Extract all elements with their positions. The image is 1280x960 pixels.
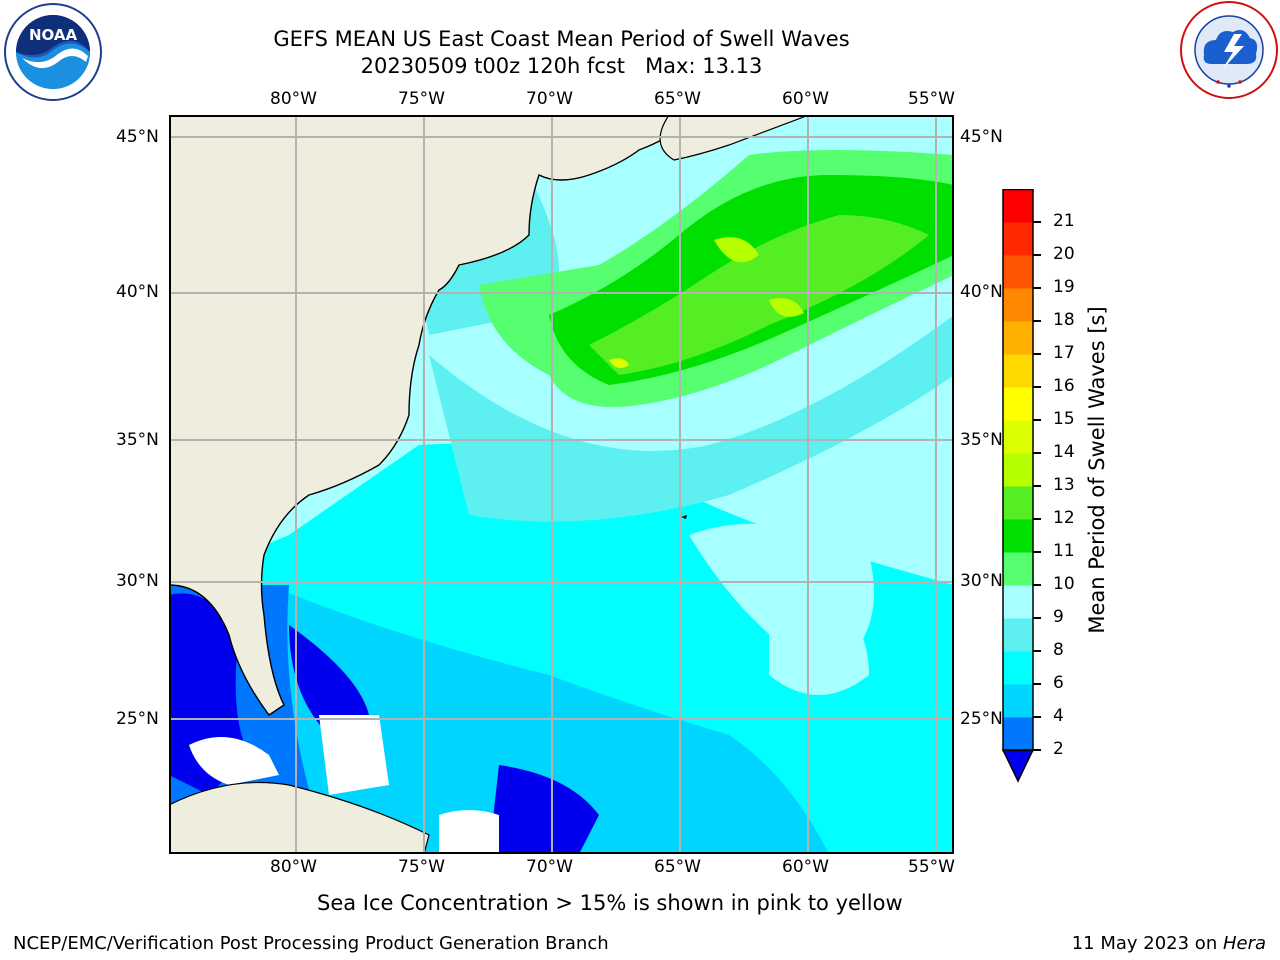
lon-label-bottom-70w: 70°W xyxy=(526,857,573,877)
lat-label-right-40n: 40°N xyxy=(960,282,1003,302)
colorbar-bin xyxy=(1003,618,1033,652)
colorbar-bin xyxy=(1003,420,1033,454)
lon-label-top-55w: 55°W xyxy=(908,89,955,109)
colorbar-bin xyxy=(1003,684,1033,718)
lat-label-left-40n: 40°N xyxy=(116,282,159,302)
colorbar-tick-label: 9 xyxy=(1053,607,1064,627)
colorbar-tick-label: 14 xyxy=(1053,442,1075,462)
colorbar-tick-mark xyxy=(1033,683,1041,685)
colorbar-bin xyxy=(1003,585,1033,619)
lon-label-top-75w: 75°W xyxy=(398,89,445,109)
colorbar-bin xyxy=(1003,453,1033,487)
colorbar-tick-label: 8 xyxy=(1053,640,1064,660)
colorbar-tick-label: 2 xyxy=(1053,739,1064,759)
colorbar-bin xyxy=(1003,651,1033,685)
colorbar-tick-mark xyxy=(1033,419,1041,421)
colorbar-tick-mark xyxy=(1033,386,1041,388)
lat-label-right-30n: 30°N xyxy=(960,571,1003,591)
lon-label-bottom-75w: 75°W xyxy=(398,857,445,877)
footer-machine: Hera xyxy=(1222,933,1266,954)
colorbar-tick-mark xyxy=(1033,716,1041,718)
colorbar-tick-mark xyxy=(1033,749,1041,751)
colorbar-bin xyxy=(1003,288,1033,322)
lon-label-top-80w: 80°W xyxy=(270,89,317,109)
noaa-logo: NOAA xyxy=(2,2,104,102)
colorbar-tick-label: 19 xyxy=(1053,277,1075,297)
colorbar-tick-label: 10 xyxy=(1053,574,1075,594)
lon-label-top-65w: 65°W xyxy=(654,89,701,109)
title-line-2: 20230509 t00z 120h fcst Max: 13.13 xyxy=(360,54,763,78)
colorbar-bin xyxy=(1003,717,1033,751)
colorbar-bin xyxy=(1003,255,1033,289)
lat-label-right-45n: 45°N xyxy=(960,127,1003,147)
lon-label-top-60w: 60°W xyxy=(782,89,829,109)
colorbar-outline xyxy=(1002,189,1034,752)
colorbar-bin xyxy=(1003,552,1033,586)
lat-label-left-35n: 35°N xyxy=(116,430,159,450)
footer-date: 11 May 2023 on Hera xyxy=(1072,933,1266,954)
nws-logo xyxy=(1178,0,1280,100)
colorbar-tick-label: 15 xyxy=(1053,409,1075,429)
colorbar-tick-mark xyxy=(1033,452,1041,454)
lat-label-left-25n: 25°N xyxy=(116,709,159,729)
colorbar-tick-label: 4 xyxy=(1053,706,1064,726)
colorbar-tick-label: 21 xyxy=(1053,211,1075,231)
noaa-logo-text: NOAA xyxy=(29,26,78,44)
colorbar xyxy=(1002,189,1034,783)
lon-label-bottom-55w: 55°W xyxy=(908,857,955,877)
colorbar-bin xyxy=(1003,189,1033,223)
colorbar-tick-mark xyxy=(1033,584,1041,586)
colorbar-tick-mark xyxy=(1033,254,1041,256)
lon-label-bottom-80w: 80°W xyxy=(270,857,317,877)
lon-label-bottom-65w: 65°W xyxy=(654,857,701,877)
lat-label-left-30n: 30°N xyxy=(116,571,159,591)
colorbar-tick-label: 12 xyxy=(1053,508,1075,528)
colorbar-tick-label: 6 xyxy=(1053,673,1064,693)
colorbar-tick-mark xyxy=(1033,353,1041,355)
colorbar-bin xyxy=(1003,387,1033,421)
lat-label-right-35n: 35°N xyxy=(960,430,1003,450)
colorbar-tick-mark xyxy=(1033,287,1041,289)
colorbar-under-arrow xyxy=(1002,749,1034,783)
footer-credit: NCEP/EMC/Verification Post Processing Pr… xyxy=(13,933,609,954)
colorbar-bin xyxy=(1003,222,1033,256)
footer-date-text: 11 May 2023 on xyxy=(1071,933,1223,954)
map-panel xyxy=(169,115,954,854)
lon-label-bottom-60w: 60°W xyxy=(782,857,829,877)
colorbar-tick-label: 16 xyxy=(1053,376,1075,396)
colorbar-tick-mark xyxy=(1033,320,1041,322)
colorbar-tick-label: 20 xyxy=(1053,244,1075,264)
title-line-1: GEFS MEAN US East Coast Mean Period of S… xyxy=(273,27,850,51)
lon-label-top-70w: 70°W xyxy=(526,89,573,109)
lat-label-left-45n: 45°N xyxy=(116,127,159,147)
colorbar-label: Mean Period of Swell Waves [s] xyxy=(1085,306,1109,634)
colorbar-tick-label: 17 xyxy=(1053,343,1075,363)
colorbar-bin xyxy=(1003,486,1033,520)
colorbar-bin xyxy=(1003,321,1033,355)
colorbar-tick-mark xyxy=(1033,551,1041,553)
colorbar-tick-label: 11 xyxy=(1053,541,1075,561)
colorbar-tick-mark xyxy=(1033,518,1041,520)
colorbar-tick-mark xyxy=(1033,617,1041,619)
colorbar-tick-label: 13 xyxy=(1053,475,1075,495)
colorbar-bin xyxy=(1003,519,1033,553)
colorbar-tick-mark xyxy=(1033,485,1041,487)
lat-label-right-25n: 25°N xyxy=(960,709,1003,729)
colorbar-tick-mark xyxy=(1033,650,1041,652)
sea-ice-note: Sea Ice Concentration > 15% is shown in … xyxy=(317,891,903,915)
colorbar-tick-label: 18 xyxy=(1053,310,1075,330)
colorbar-bin xyxy=(1003,354,1033,388)
colorbar-tick-mark xyxy=(1033,221,1041,223)
